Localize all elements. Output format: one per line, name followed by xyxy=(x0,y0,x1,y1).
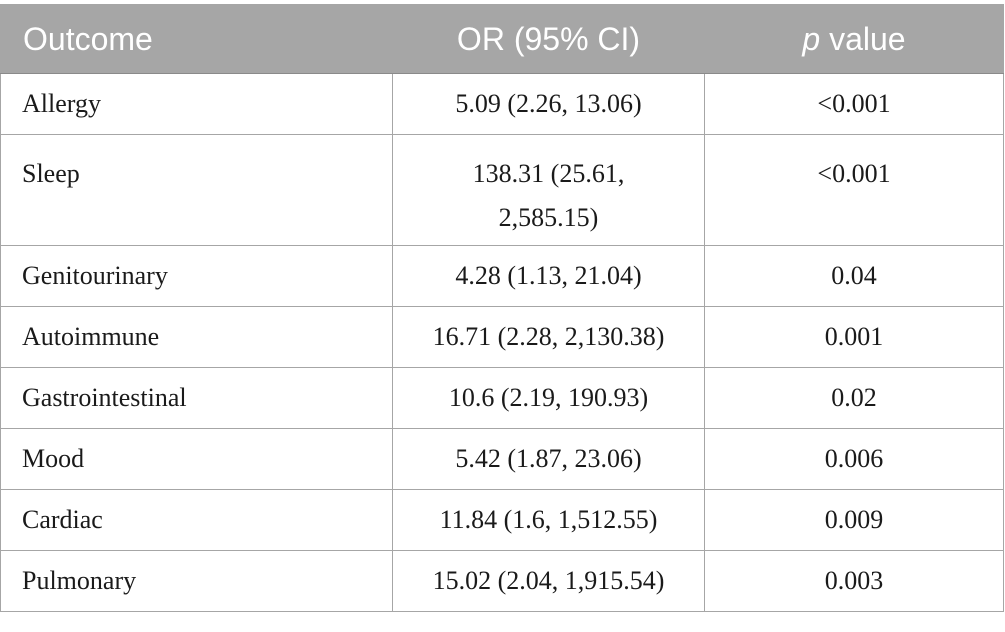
or-cell: 10.6 (2.19, 190.93) xyxy=(392,367,705,429)
table-row: Cardiac 11.84 (1.6, 1,512.55) 0.009 xyxy=(0,489,1004,551)
odds-ratio-table: Outcome OR (95% CI) p value Allergy 5.09… xyxy=(0,4,1004,612)
or-cell: 4.28 (1.13, 21.04) xyxy=(392,245,705,307)
p-value-cell: 0.02 xyxy=(704,367,1004,429)
or-cell: 11.84 (1.6, 1,512.55) xyxy=(392,489,705,551)
p-value-cell: 0.006 xyxy=(704,428,1004,490)
outcome-cell: Cardiac xyxy=(0,489,393,551)
table-row: Mood 5.42 (1.87, 23.06) 0.006 xyxy=(0,428,1004,490)
table-row: Autoimmune 16.71 (2.28, 2,130.38) 0.001 xyxy=(0,306,1004,368)
table-row: Gastrointestinal 10.6 (2.19, 190.93) 0.0… xyxy=(0,367,1004,429)
header-p-letter: p xyxy=(802,20,821,57)
outcome-text: Sleep xyxy=(22,159,80,188)
or-cell: 5.09 (2.26, 13.06) xyxy=(392,73,705,135)
p-value-cell: 0.001 xyxy=(704,306,1004,368)
results-table-container: Outcome OR (95% CI) p value Allergy 5.09… xyxy=(0,4,1004,612)
p-value-text: <0.001 xyxy=(817,159,891,188)
table-header-row: Outcome OR (95% CI) p value xyxy=(0,4,1004,74)
header-outcome: Outcome xyxy=(0,4,393,74)
p-value-cell: 0.003 xyxy=(704,550,1004,612)
or-line-2: 2,585.15) xyxy=(498,203,599,232)
or-cell: 138.31 (25.61, 2,585.15) xyxy=(392,134,705,246)
outcome-cell: Sleep xyxy=(0,134,393,246)
header-p-value: p value xyxy=(704,4,1004,74)
p-value-cell: <0.001 xyxy=(704,134,1004,246)
header-odds-ratio: OR (95% CI) xyxy=(392,4,705,74)
outcome-cell: Pulmonary xyxy=(0,550,393,612)
outcome-cell: Gastrointestinal xyxy=(0,367,393,429)
or-cell: 5.42 (1.87, 23.06) xyxy=(392,428,705,490)
header-p-suffix: value xyxy=(820,20,906,57)
p-value-cell: 0.009 xyxy=(704,489,1004,551)
or-cell: 16.71 (2.28, 2,130.38) xyxy=(392,306,705,368)
table-row: Sleep 138.31 (25.61, 2,585.15) <0.001 xyxy=(0,134,1004,246)
or-text: 138.31 (25.61, 2,585.15) xyxy=(393,135,704,240)
outcome-cell: Genitourinary xyxy=(0,245,393,307)
table-row: Pulmonary 15.02 (2.04, 1,915.54) 0.003 xyxy=(0,550,1004,612)
table-row: Genitourinary 4.28 (1.13, 21.04) 0.04 xyxy=(0,245,1004,307)
outcome-cell: Mood xyxy=(0,428,393,490)
or-cell: 15.02 (2.04, 1,915.54) xyxy=(392,550,705,612)
outcome-cell: Allergy xyxy=(0,73,393,135)
p-value-cell: <0.001 xyxy=(704,73,1004,135)
outcome-cell: Autoimmune xyxy=(0,306,393,368)
table-row: Allergy 5.09 (2.26, 13.06) <0.001 xyxy=(0,73,1004,135)
or-line-1: 138.31 (25.61, xyxy=(472,159,625,188)
p-value-cell: 0.04 xyxy=(704,245,1004,307)
